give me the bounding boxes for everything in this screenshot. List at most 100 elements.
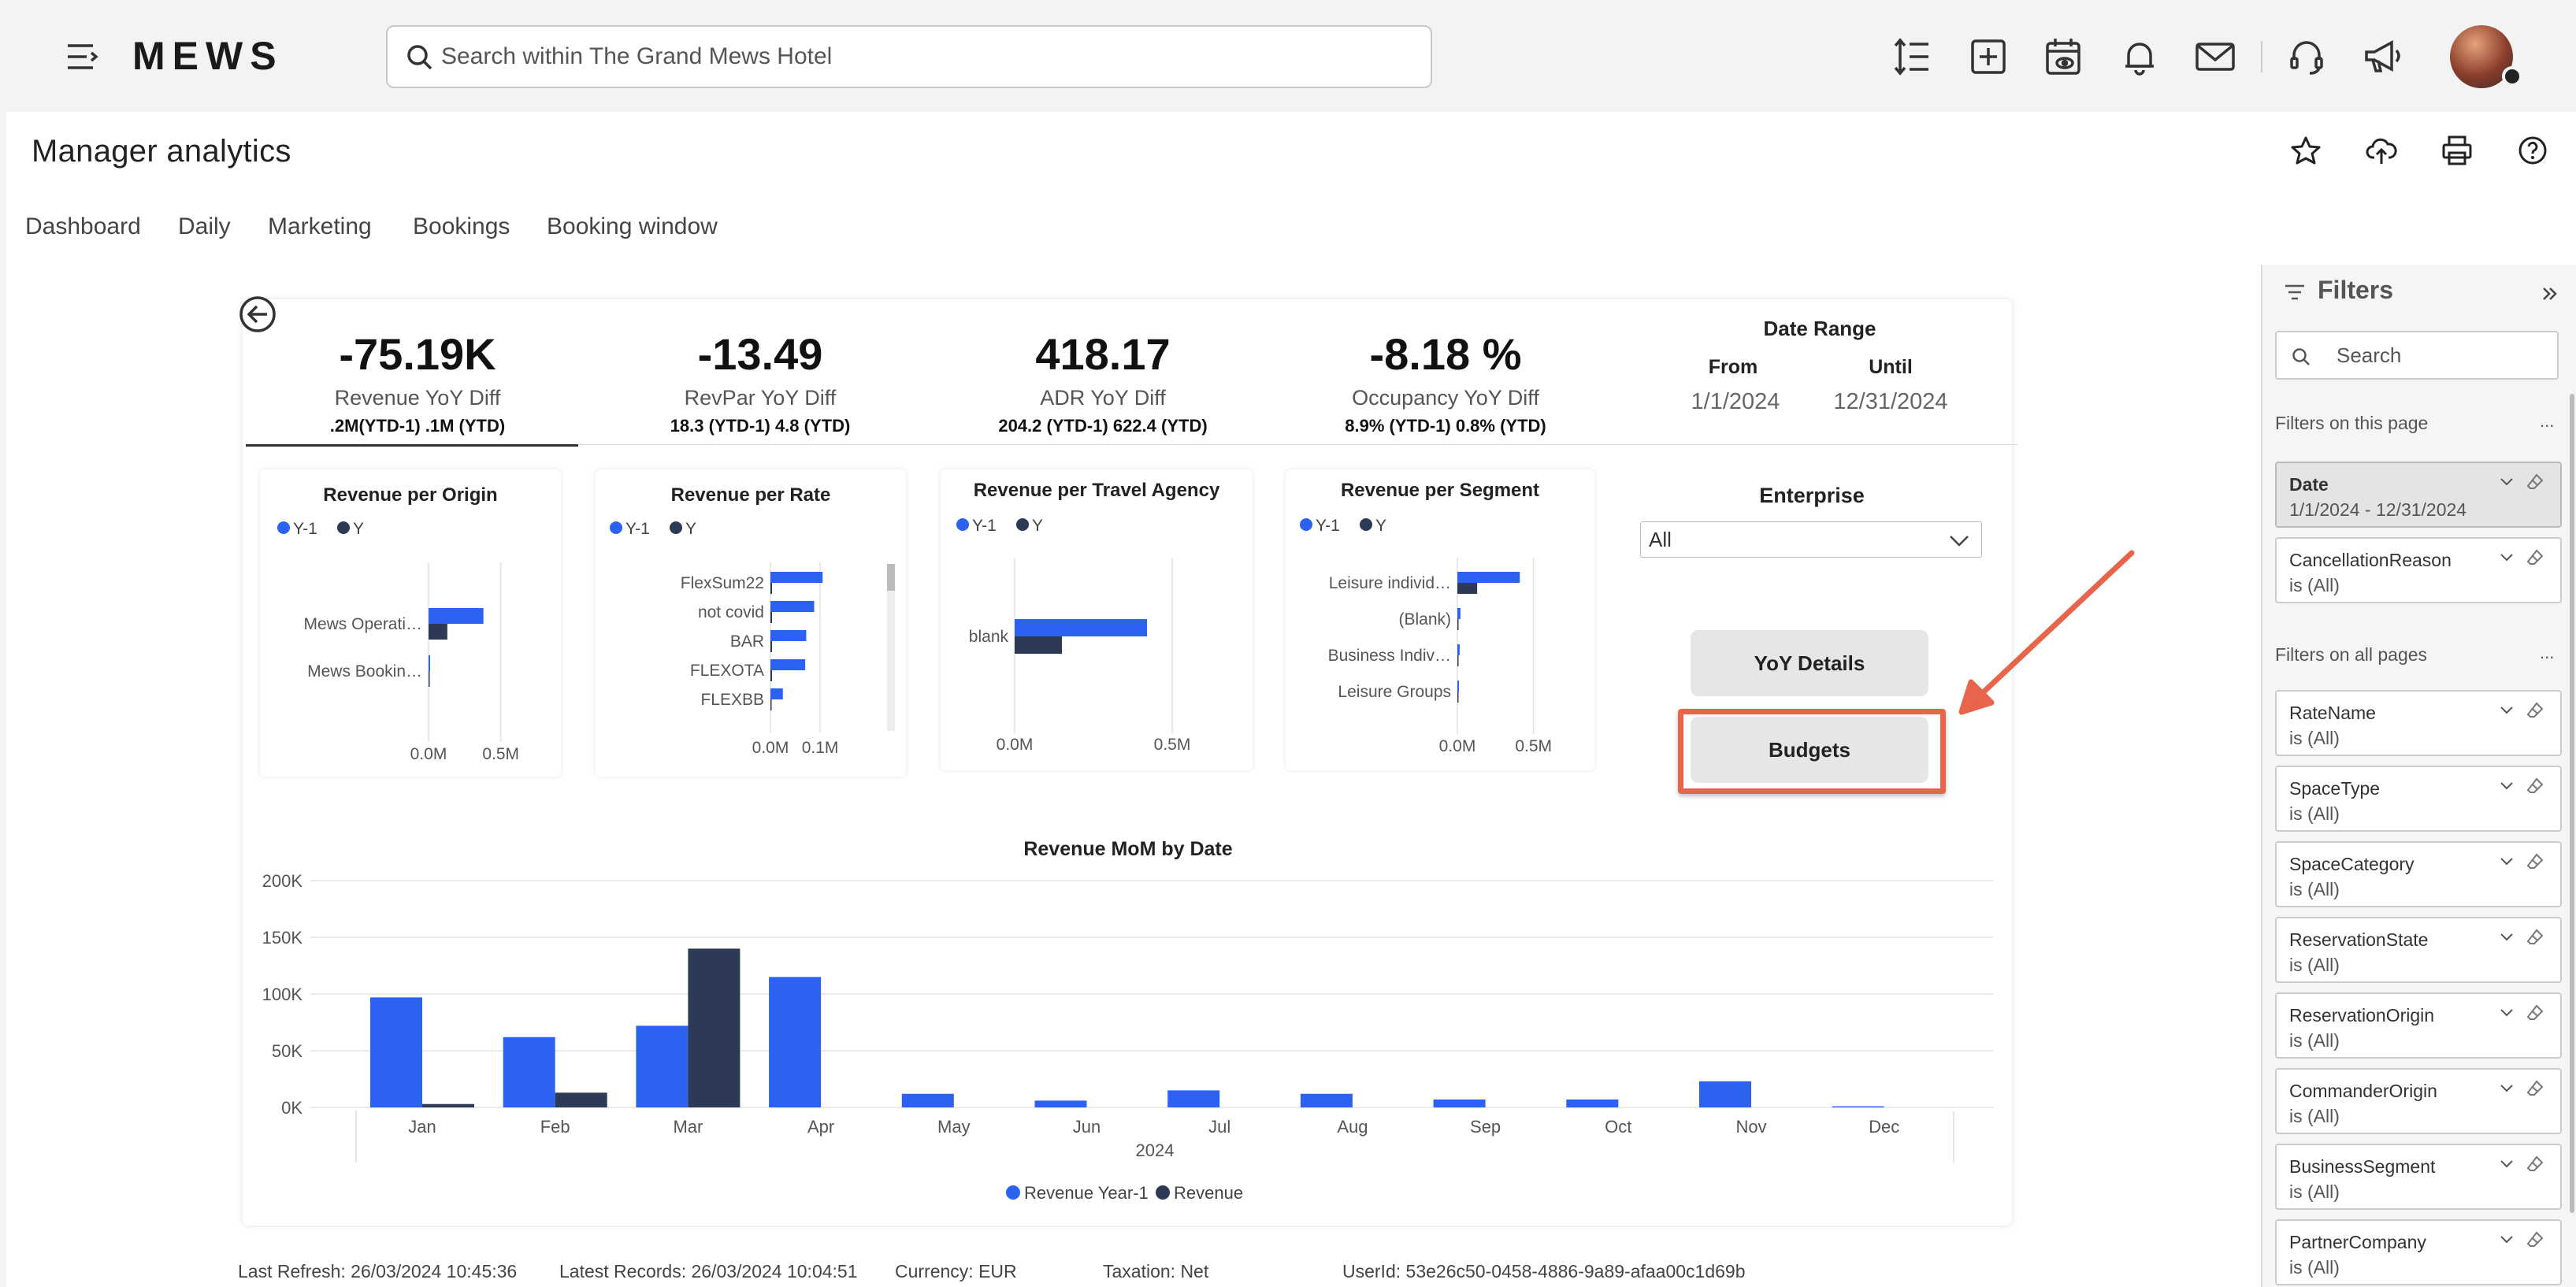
search-input[interactable]: Search within The Grand Mews Hotel [386,25,1432,88]
filter-scrollbar[interactable] [2570,394,2574,1213]
status-taxation: Taxation: Net [1103,1261,1209,1281]
chevron-down-icon[interactable] [2499,1007,2515,1019]
date-from-value[interactable]: 1/1/2024 [1691,389,1780,414]
chevron-down-icon[interactable] [2499,704,2515,717]
chevron-down-icon[interactable] [2499,855,2515,868]
chevron-down-icon[interactable] [2499,1158,2515,1170]
kpi-value: -8.18 % [1369,329,1522,379]
yoy-details-button[interactable]: YoY Details [1691,630,1928,696]
filter-card-commanderorigin[interactable]: CommanderOrigin is (All) [2275,1068,2562,1134]
chevron-down-icon[interactable] [2499,1082,2515,1095]
filter-card-spacetype[interactable]: SpaceType is (All) [2275,766,2562,832]
date-until-value[interactable]: 12/31/2024 [1833,389,1948,414]
eraser-icon[interactable] [2526,1003,2544,1022]
filter-card-partnercompany[interactable]: PartnerCompany is (All) [2275,1219,2562,1285]
filter-card-reservationorigin[interactable]: ReservationOrigin is (All) [2275,992,2562,1059]
kpi-sub: 204.2 (YTD-1) 622.4 (YTD) [998,416,1208,436]
help-icon[interactable] [2516,134,2549,167]
status-currency: Currency: EUR [895,1261,1017,1281]
tab-marketing[interactable]: Marketing [268,213,372,239]
status-latest-records: Latest Records: 26/03/2024 10:04:51 [559,1261,858,1281]
tab-daily[interactable]: Daily [178,213,231,239]
star-icon[interactable] [2289,134,2322,167]
chevron-down-icon[interactable] [2499,780,2515,792]
scrollbar-thumb [887,564,895,591]
divider [246,444,2018,445]
cloud-upload-icon[interactable] [2365,134,2398,167]
chart-revenue-per-origin[interactable]: Revenue per Origin Y-1 Y 0.0M 0.5M Mews Opera… [260,469,561,777]
print-icon[interactable] [2441,134,2474,167]
annotation-arrow-icon [1954,543,2143,717]
bell-icon[interactable] [2119,36,2160,77]
chevron-down-icon[interactable] [2499,476,2515,488]
page-title: Manager analytics [32,134,291,169]
mail-icon[interactable] [2195,36,2236,77]
bar-y-1 [429,608,484,624]
bar-revenue [555,1092,607,1107]
x-tick-label: 0.5M [1154,736,1191,754]
category-label: (Blank) [1398,610,1451,629]
chart-revenue-per-rate[interactable]: Revenue per Rate Y-1 Y 0.0M 0.1M FlexSum22 not… [596,469,906,777]
bar-revenue [422,1103,474,1107]
filter-card-date[interactable]: Date 1/1/2024 - 12/31/2024 [2275,462,2562,528]
calendar-view-icon[interactable] [2043,36,2084,77]
status-user-id: UserId: 53e26c50-0458-4886-9a89-afaa00c1… [1342,1261,1746,1281]
toolbar-divider [2261,41,2262,72]
eraser-icon[interactable] [2526,1079,2544,1098]
tab-dashboard[interactable]: Dashboard [25,213,141,239]
more-options-icon[interactable]: ... [2540,643,2555,662]
more-options-icon[interactable]: ... [2540,411,2555,431]
chart-revenue-mom[interactable]: Revenue MoM by Date 0K 50K 100K 150K 200K Jan F… [244,827,2012,1226]
bar-y-1 [1457,681,1459,692]
tab-booking-window[interactable]: Booking window [547,213,718,239]
y-tick-label: 150K [262,928,303,948]
filter-card-businesssegment[interactable]: BusinessSegment is (All) [2275,1144,2562,1210]
back-arrow-icon[interactable] [238,295,277,334]
chart-revenue-per-travel-agency[interactable]: Revenue per Travel Agency Y-1 Y 0.0M 0.5M bla… [941,469,1253,770]
eraser-icon[interactable] [2526,473,2544,491]
tab-bookings[interactable]: Bookings [413,213,510,239]
eraser-icon[interactable] [2526,852,2544,871]
eraser-icon[interactable] [2526,928,2544,947]
kpi-revpar[interactable]: -13.49 RevPar YoY Diff 18.3 (YTD-1) 4.8 … [595,325,926,441]
eraser-icon[interactable] [2526,701,2544,720]
kpi-revenue[interactable]: -75.19K Revenue YoY Diff .2M(YTD-1) .1M … [252,325,583,441]
eraser-icon[interactable] [2526,777,2544,796]
filter-card-reservationstate[interactable]: ReservationState is (All) [2275,917,2562,983]
filter-card-ratename[interactable]: RateName is (All) [2275,690,2562,756]
mews-logo[interactable]: MEWS [132,34,284,78]
kpi-selected-underline [246,444,578,447]
chevron-down-icon[interactable] [2499,931,2515,944]
budgets-button[interactable]: Budgets [1691,717,1928,783]
x-axis-label: 2024 [1136,1140,1175,1160]
kpi-value: 418.17 [1035,329,1171,379]
bar-revenue-year-1 [503,1037,555,1107]
filter-value: is (All) [2289,1106,2340,1126]
legend-marker-y [1016,518,1029,531]
eraser-icon[interactable] [2526,1155,2544,1174]
category-label: BAR [730,632,764,651]
line-spacing-icon[interactable] [1892,36,1933,77]
legend-marker-revenue-year-1 [1006,1185,1020,1200]
collapse-icon[interactable] [2540,284,2560,304]
add-square-icon[interactable] [1968,36,2009,77]
filter-card-spacecategory[interactable]: SpaceCategory is (All) [2275,841,2562,907]
x-tick-label: Jan [408,1117,436,1137]
category-label: Mews Operati… [303,615,422,633]
chevron-down-icon[interactable] [2499,551,2515,564]
filter-card-cancellationreason[interactable]: CancellationReason is (All) [2275,537,2562,603]
eraser-icon[interactable] [2526,1230,2544,1249]
chevron-down-icon[interactable] [2499,1233,2515,1246]
headset-icon[interactable] [2286,36,2327,77]
megaphone-icon[interactable] [2362,36,2403,77]
eraser-icon[interactable] [2526,548,2544,567]
bar-revenue-year-1 [1300,1093,1353,1107]
enterprise-title: Enterprise [1759,484,1865,507]
filter-search-input[interactable]: Search [2275,331,2559,380]
menu-icon[interactable] [65,41,101,72]
kpi-adr[interactable]: 418.17 ADR YoY Diff 204.2 (YTD-1) 622.4 … [937,325,1268,441]
chart-revenue-per-segment[interactable]: Revenue per Segment Y-1 Y 0.0M 0.5M Leisure i… [1286,469,1594,770]
highlight-annotation [1678,709,1946,794]
enterprise-select[interactable]: All [1640,521,1982,558]
kpi-occupancy[interactable]: -8.18 % Occupancy YoY Diff 8.9% (YTD-1) … [1280,325,1611,441]
